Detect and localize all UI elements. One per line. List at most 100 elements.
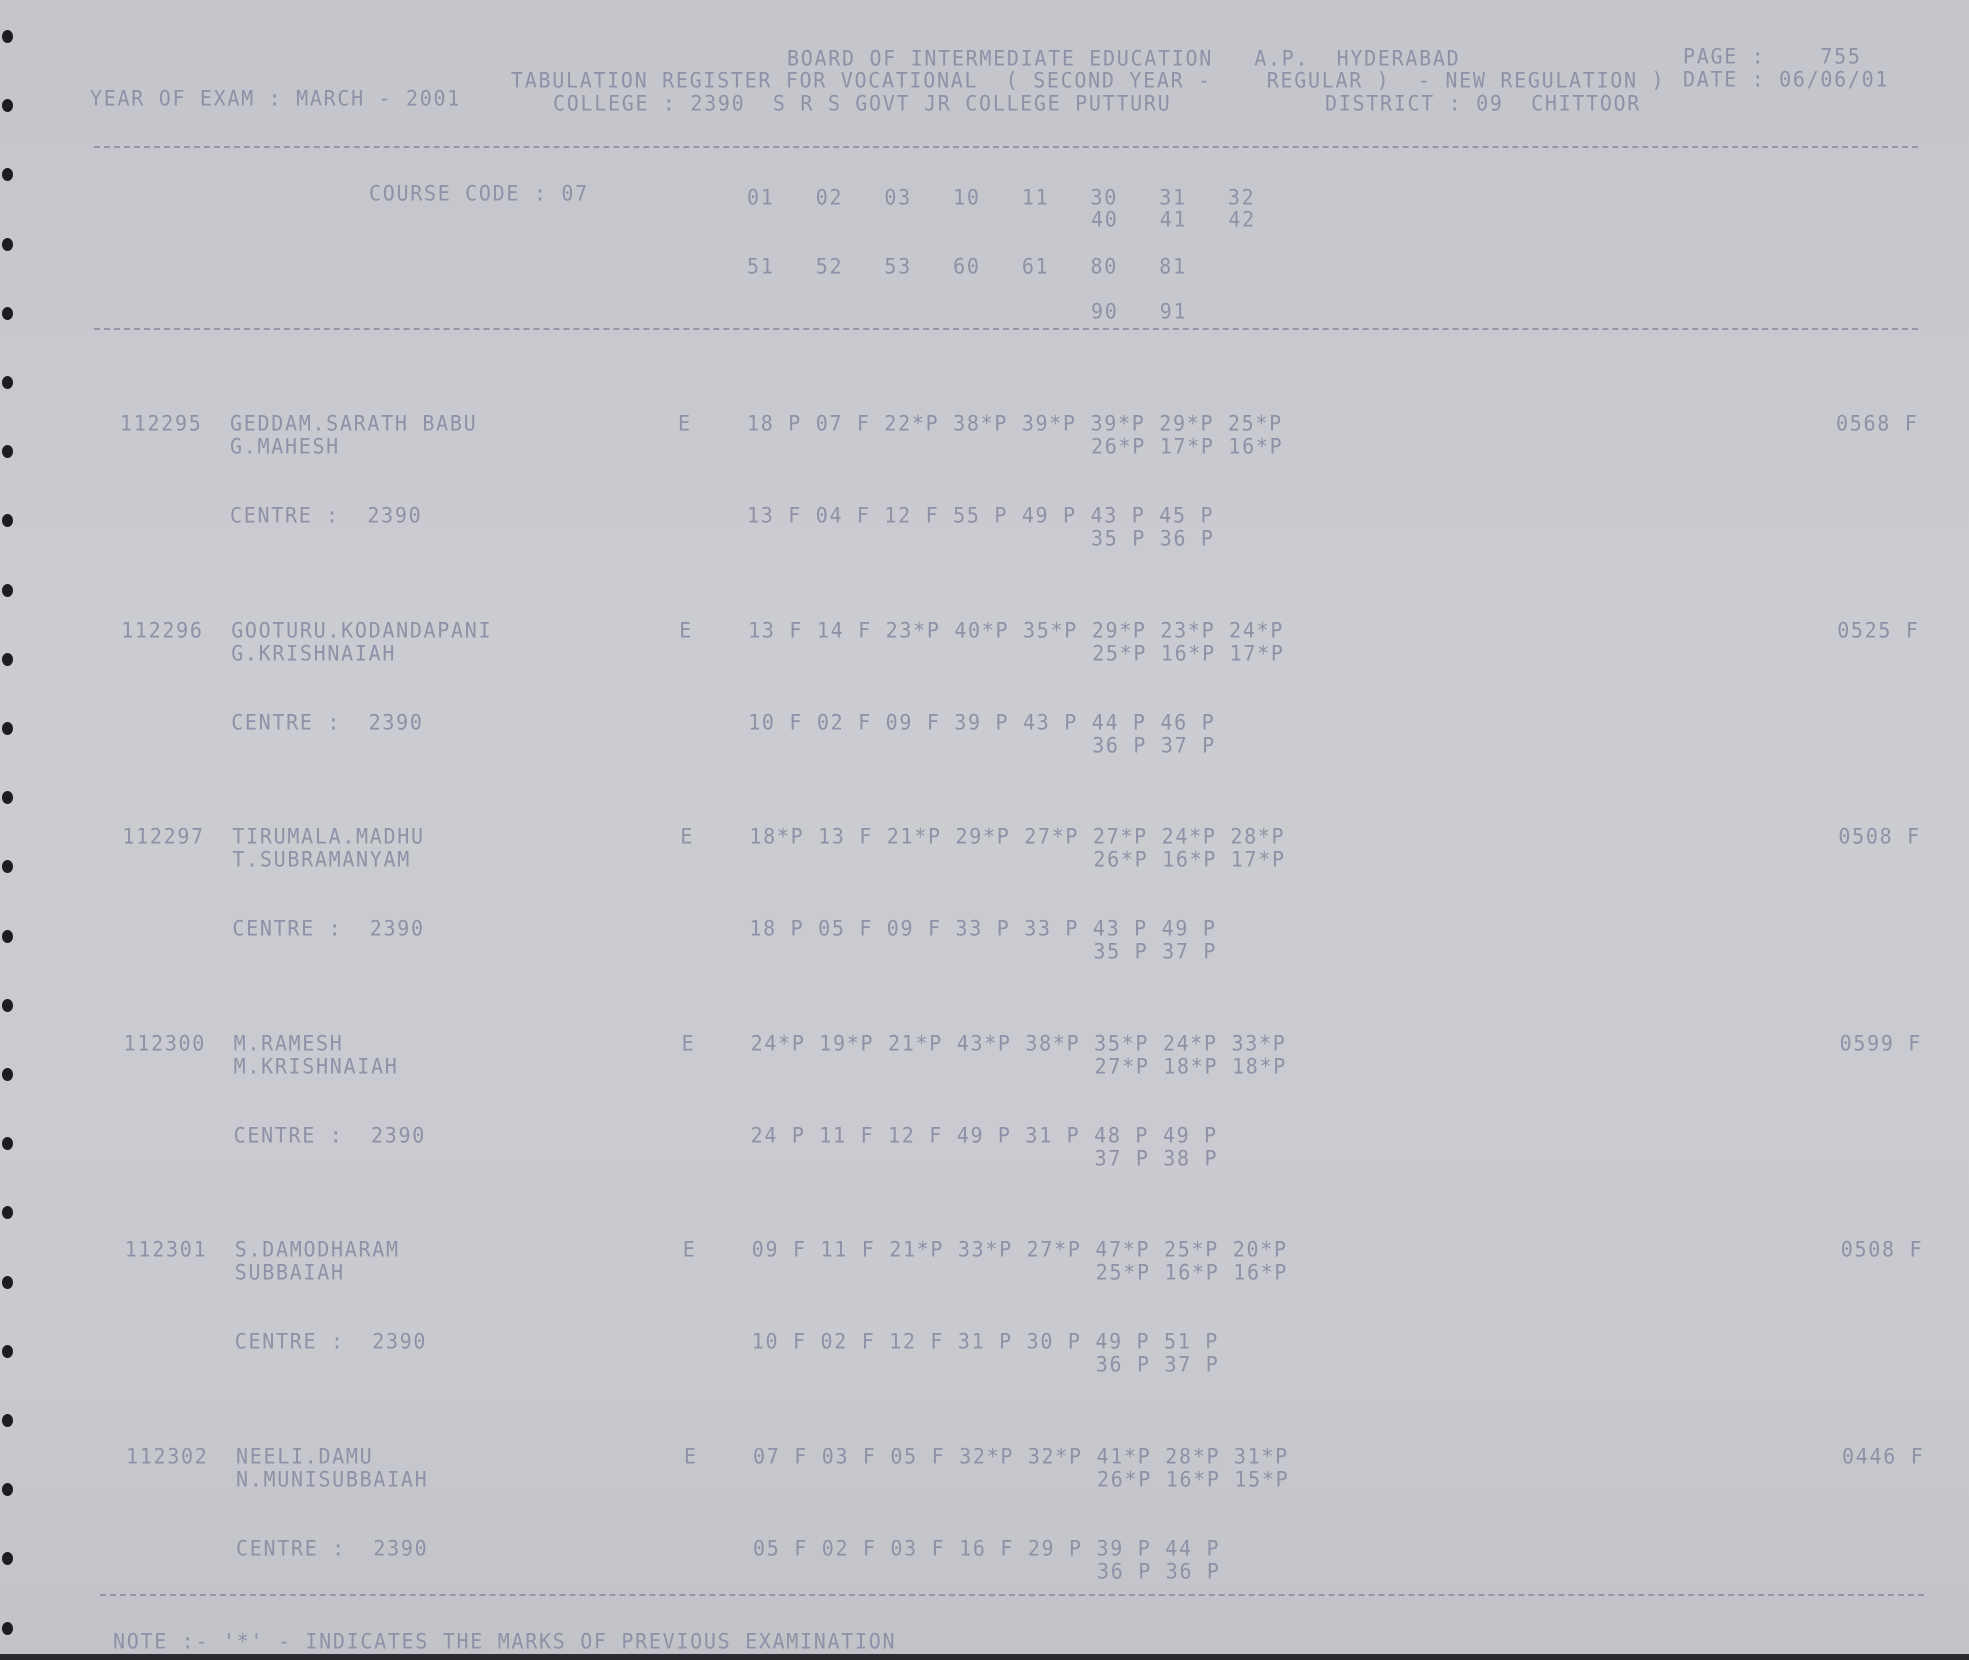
marks-row: 09 F 11 F 21*P 33*P 27*P 47*P 25*P 20*P: [751, 1235, 1288, 1262]
marks-row: 18*P 13 F 21*P 29*P 27*P 27*P 24*P 28*P: [749, 822, 1286, 849]
district-info: DISTRICT : 09 CHITTOOR: [1325, 89, 1642, 116]
feed-hole-icon: [2, 583, 13, 597]
group-code: E: [684, 1442, 698, 1469]
roll-number: 112301: [124, 1235, 208, 1262]
feed-hole-icon: [2, 722, 13, 735]
centre-marks-row: 10 F 02 F 12 F 31 P 30 P 49 P 51 P: [751, 1327, 1219, 1354]
marks-row: 26*P 16*P 15*P: [1097, 1465, 1290, 1492]
feed-hole-icon: [2, 168, 13, 182]
centre-code: CENTRE : 2390: [233, 1121, 426, 1148]
marks-row: 25*P 16*P 17*P: [1092, 639, 1285, 666]
group-code: E: [679, 616, 693, 643]
total-result: 0508 F: [1838, 822, 1921, 849]
subject-codes-row: 40 41 42: [1091, 205, 1256, 232]
feed-hole-icon: [2, 1552, 13, 1566]
centre-marks-row: 35 P 37 P: [1093, 937, 1218, 964]
board-title: BOARD OF INTERMEDIATE EDUCATION A.P. HYD…: [787, 44, 1461, 71]
college-info: COLLEGE : 2390 S R S GOVT JR COLLEGE PUT…: [553, 89, 1172, 116]
feed-hole-icon: [2, 1068, 13, 1081]
feed-hole-icon: [2, 445, 13, 459]
marks-row: 26*P 17*P 16*P: [1091, 432, 1284, 459]
centre-code: CENTRE : 2390: [230, 501, 423, 528]
roll-number: 112300: [123, 1029, 207, 1056]
roll-number: 112296: [121, 616, 204, 643]
divider: [94, 328, 1918, 330]
centre-marks-row: 35 P 36 P: [1091, 524, 1215, 551]
feed-hole-icon: [2, 376, 13, 389]
feed-hole-icon: [2, 514, 13, 528]
feed-hole-icon: [2, 791, 13, 805]
father-name: N.MUNISUBBAIAH: [236, 1465, 429, 1492]
centre-marks-row: 36 P 37 P: [1092, 731, 1216, 758]
divider: [100, 1594, 1924, 1596]
year-of-exam: YEAR OF EXAM : MARCH - 2001: [90, 84, 462, 111]
marks-row: 18 P 07 F 22*P 38*P 39*P 39*P 29*P 25*P: [747, 409, 1283, 436]
feed-hole-icon: [2, 1621, 13, 1635]
marks-row: 24*P 19*P 21*P 43*P 38*P 35*P 24*P 33*P: [750, 1029, 1287, 1056]
student-name: NEELI.DAMU: [236, 1442, 374, 1469]
father-name: G.KRISHNAIAH: [231, 639, 397, 666]
centre-marks-row: 10 F 02 F 09 F 39 P 43 P 44 P 46 P: [748, 708, 1216, 735]
student-name: GOOTURU.KODANDAPANI: [231, 616, 493, 643]
feed-hole-icon: [2, 99, 13, 113]
total-result: 0525 F: [1837, 616, 1920, 643]
group-code: E: [678, 409, 692, 436]
father-name: G.MAHESH: [230, 432, 340, 459]
centre-code: CENTRE : 2390: [234, 1327, 428, 1354]
page-edge: [0, 1654, 1969, 1660]
total-result: 0599 F: [1839, 1029, 1923, 1056]
feed-hole-icon: [2, 998, 13, 1012]
roll-number: 112297: [122, 822, 205, 849]
feed-hole-icon: [2, 237, 13, 251]
page-number: PAGE : 755: [1683, 42, 1862, 69]
group-code: E: [680, 822, 695, 849]
marks-row: 25*P 16*P 16*P: [1095, 1258, 1289, 1285]
centre-marks-row: 24 P 11 F 12 F 49 P 31 P 48 P 49 P: [750, 1121, 1218, 1148]
total-result: 0568 F: [1836, 409, 1919, 436]
course-code: COURSE CODE : 07: [369, 179, 589, 206]
centre-marks-row: 05 F 02 F 03 F 16 F 29 P 39 P 44 P: [753, 1534, 1221, 1561]
group-code: E: [681, 1029, 696, 1056]
register-title: TABULATION REGISTER FOR VOCATIONAL ( SEC…: [511, 66, 1666, 93]
centre-code: CENTRE : 2390: [232, 914, 425, 941]
subject-codes-row: 90 91: [1091, 297, 1188, 324]
centre-code: CENTRE : 2390: [236, 1534, 429, 1561]
feed-hole-icon: [2, 652, 13, 666]
marks-row: 13 F 14 F 23*P 40*P 35*P 29*P 23*P 24*P: [748, 616, 1285, 643]
feed-hole-icon: [2, 30, 13, 43]
total-result: 0446 F: [1842, 1442, 1925, 1469]
feed-hole-icon: [2, 1275, 13, 1289]
subject-codes-row: 01 02 03 10 11 30 31 32: [747, 183, 1256, 210]
centre-marks-row: 37 P 38 P: [1094, 1144, 1219, 1171]
feed-hole-icon: [2, 1344, 13, 1358]
group-code: E: [682, 1235, 697, 1262]
centre-code: CENTRE : 2390: [231, 708, 424, 735]
student-name: TIRUMALA.MADHU: [232, 822, 425, 849]
subject-codes-row: 51 52 53 60 61 80 81: [747, 252, 1187, 279]
feed-hole-icon: [2, 1414, 13, 1427]
marks-row: 26*P 16*P 17*P: [1093, 845, 1286, 872]
centre-marks-row: 36 P 36 P: [1097, 1557, 1221, 1584]
student-name: GEDDAM.SARATH BABU: [230, 409, 478, 436]
feed-hole-icon: [2, 1206, 13, 1220]
total-result: 0508 F: [1840, 1235, 1924, 1262]
centre-marks-row: 36 P 37 P: [1095, 1350, 1220, 1377]
student-name: S.DAMODHARAM: [234, 1235, 400, 1262]
feed-hole-icon: [2, 1483, 13, 1497]
marks-row: 07 F 03 F 05 F 32*P 32*P 41*P 28*P 31*P: [753, 1442, 1289, 1469]
print-date: DATE : 06/06/01: [1683, 65, 1890, 92]
feed-hole-icon: [2, 860, 13, 874]
roll-number: 112295: [120, 409, 203, 436]
footer-note: NOTE :- '*' - INDICATES THE MARKS OF PRE…: [113, 1627, 897, 1654]
father-name: T.SUBRAMANYAM: [232, 845, 412, 872]
feed-hole-icon: [2, 929, 13, 943]
feed-hole-icon: [2, 1137, 13, 1151]
father-name: SUBBAIAH: [234, 1258, 345, 1285]
roll-number: 112302: [126, 1442, 209, 1469]
marks-row: 27*P 18*P 18*P: [1094, 1052, 1287, 1079]
feed-hole-icon: [2, 306, 13, 320]
father-name: M.KRISHNAIAH: [233, 1052, 399, 1079]
centre-marks-row: 13 F 04 F 12 F 55 P 49 P 43 P 45 P: [747, 501, 1215, 528]
student-name: M.RAMESH: [233, 1029, 344, 1056]
divider: [94, 146, 1918, 148]
